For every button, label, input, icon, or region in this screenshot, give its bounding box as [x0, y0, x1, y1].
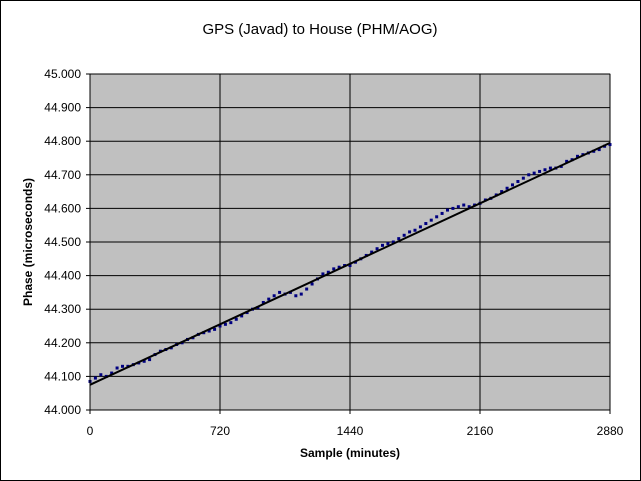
- chart-title: GPS (Javad) to House (PHM/AOG): [202, 21, 437, 38]
- data-point: [240, 314, 244, 318]
- data-point: [310, 282, 314, 286]
- data-point: [408, 230, 412, 234]
- data-point: [467, 205, 471, 209]
- data-point: [148, 358, 152, 362]
- data-point: [267, 297, 271, 301]
- x-tick-label: 1440: [337, 424, 364, 438]
- data-point: [597, 148, 601, 152]
- data-point: [548, 166, 552, 170]
- data-point: [305, 287, 309, 291]
- data-point: [115, 366, 119, 370]
- trendline-group: [89, 141, 611, 386]
- data-point: [500, 190, 504, 194]
- y-tick-label: 44.200: [44, 336, 81, 350]
- data-point: [142, 359, 146, 363]
- data-point: [234, 317, 238, 321]
- data-point: [99, 373, 103, 377]
- x-axis-label: Sample (minutes): [300, 446, 400, 460]
- y-tick-label: 44.000: [44, 403, 81, 417]
- gridlines: [89, 73, 611, 411]
- data-point: [121, 364, 124, 368]
- data-point: [110, 371, 114, 375]
- data-point: [511, 183, 514, 187]
- data-point: [505, 186, 509, 190]
- y-tick-label: 44.100: [44, 369, 81, 383]
- data-point: [538, 169, 542, 173]
- x-tick-labels: 0 720 1440 2160 2880: [87, 424, 624, 438]
- axes: [86, 73, 611, 414]
- data-point: [565, 159, 569, 163]
- y-tick-label: 45.000: [44, 67, 81, 81]
- data-point: [413, 228, 417, 232]
- data-point: [294, 294, 298, 298]
- data-point: [429, 218, 433, 222]
- data-point: [321, 272, 325, 276]
- data-point: [229, 321, 233, 325]
- data-point: [391, 240, 395, 244]
- data-point: [456, 205, 460, 209]
- y-tick-label: 44.800: [44, 134, 81, 148]
- data-point: [386, 242, 390, 246]
- y-tick-label: 44.500: [44, 235, 81, 249]
- data-point: [435, 215, 439, 219]
- x-tick-label: 2160: [467, 424, 494, 438]
- data-point: [278, 290, 282, 294]
- data-point: [418, 225, 422, 229]
- data-point: [446, 208, 449, 212]
- data-point: [608, 143, 612, 147]
- data-point: [299, 292, 303, 296]
- data-point: [381, 243, 384, 247]
- data-point: [451, 206, 455, 210]
- y-tick-labels: 44.000 44.100 44.200 44.300 44.400 44.500 44.6…: [44, 67, 81, 417]
- data-point: [370, 250, 374, 254]
- x-tick-label: 2880: [597, 424, 624, 438]
- data-point: [375, 247, 379, 251]
- y-tick-label: 44.900: [44, 101, 81, 115]
- data-point: [213, 327, 217, 331]
- data-point: [397, 237, 401, 241]
- data-point: [337, 265, 341, 269]
- x-tick-label: 0: [87, 424, 94, 438]
- data-point: [93, 376, 97, 380]
- y-tick-label: 44.400: [44, 269, 81, 283]
- data-point: [527, 173, 531, 177]
- trendline: [89, 141, 611, 386]
- y-tick-label: 44.600: [44, 201, 81, 215]
- data-point: [207, 329, 211, 333]
- data-point: [261, 300, 265, 304]
- data-point: [348, 264, 352, 268]
- data-point: [424, 222, 428, 226]
- data-point: [326, 270, 330, 274]
- x-tick-label: 720: [210, 424, 230, 438]
- data-point: [272, 294, 276, 298]
- data-point: [576, 154, 579, 158]
- data-point: [462, 203, 466, 207]
- data-point: [532, 171, 536, 175]
- data-point: [516, 180, 520, 184]
- data-point: [543, 168, 547, 172]
- y-tick-label: 44.700: [44, 168, 81, 182]
- data-point: [223, 322, 227, 326]
- data-point: [218, 324, 222, 328]
- y-axis-label: Phase (microseconds): [21, 178, 35, 306]
- data-point: [332, 267, 336, 271]
- y-tick-label: 44.300: [44, 302, 81, 316]
- data-point: [521, 176, 525, 180]
- data-point: [402, 233, 406, 237]
- data-point: [440, 211, 444, 215]
